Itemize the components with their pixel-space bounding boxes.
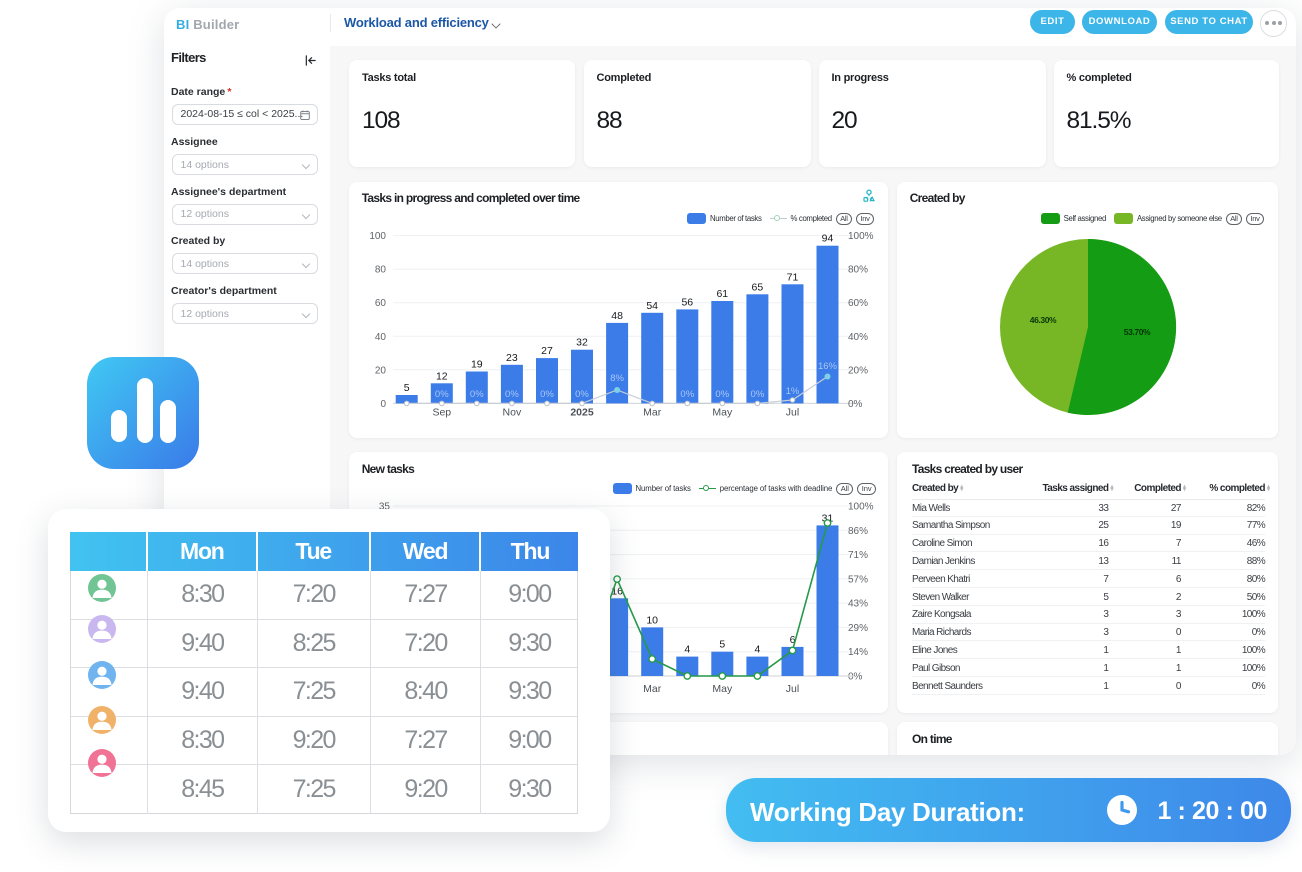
svg-text:20%: 20% <box>848 365 868 376</box>
svg-text:5: 5 <box>719 639 725 651</box>
svg-text:65: 65 <box>752 281 764 293</box>
svg-text:4: 4 <box>754 644 760 656</box>
svg-text:16: 16 <box>611 585 623 597</box>
svg-text:1%: 1% <box>786 386 800 397</box>
svg-text:10: 10 <box>646 614 658 626</box>
svg-text:100: 100 <box>369 231 386 242</box>
svg-text:0%: 0% <box>848 399 863 410</box>
svg-text:0%: 0% <box>715 389 729 400</box>
svg-text:80%: 80% <box>848 265 868 276</box>
svg-text:94: 94 <box>822 233 834 245</box>
svg-text:0%: 0% <box>505 389 519 400</box>
svg-text:23: 23 <box>506 352 518 364</box>
svg-text:60%: 60% <box>848 298 868 309</box>
svg-text:6: 6 <box>790 634 796 646</box>
svg-text:40%: 40% <box>848 332 868 343</box>
svg-text:Mar: Mar <box>643 407 662 419</box>
svg-text:May: May <box>712 407 733 419</box>
svg-text:86%: 86% <box>848 526 868 537</box>
svg-text:May: May <box>712 683 733 695</box>
svg-text:Sep: Sep <box>432 407 451 419</box>
svg-text:43%: 43% <box>848 599 868 610</box>
svg-text:29%: 29% <box>848 623 868 634</box>
svg-text:80: 80 <box>375 265 387 276</box>
svg-text:60: 60 <box>375 298 387 309</box>
svg-text:0%: 0% <box>751 389 765 400</box>
svg-text:0%: 0% <box>848 672 863 683</box>
svg-text:0%: 0% <box>470 389 484 400</box>
svg-text:5: 5 <box>404 382 410 394</box>
svg-text:0%: 0% <box>540 389 554 400</box>
svg-text:8%: 8% <box>610 373 624 384</box>
svg-text:Jul: Jul <box>786 407 799 419</box>
svg-text:Jul: Jul <box>786 683 799 695</box>
svg-text:12: 12 <box>436 370 448 382</box>
svg-text:0%: 0% <box>435 389 449 400</box>
svg-text:2025: 2025 <box>570 407 594 419</box>
svg-text:40: 40 <box>375 332 387 343</box>
svg-text:27: 27 <box>541 345 553 357</box>
svg-text:57%: 57% <box>848 574 868 585</box>
svg-text:35: 35 <box>379 502 391 513</box>
svg-text:4: 4 <box>684 644 690 656</box>
svg-text:53.70%: 53.70% <box>1124 327 1151 337</box>
svg-text:71%: 71% <box>848 550 868 561</box>
svg-text:31: 31 <box>822 512 834 524</box>
svg-text:Nov: Nov <box>503 407 522 419</box>
svg-text:19: 19 <box>471 359 483 371</box>
svg-text:32: 32 <box>576 337 588 349</box>
svg-text:0: 0 <box>380 399 386 410</box>
svg-text:71: 71 <box>787 271 799 283</box>
svg-text:48: 48 <box>611 310 623 322</box>
svg-text:16%: 16% <box>818 361 838 372</box>
svg-text:61: 61 <box>716 288 728 300</box>
svg-text:100%: 100% <box>848 502 874 513</box>
svg-text:54: 54 <box>646 300 658 312</box>
svg-text:46.30%: 46.30% <box>1030 315 1057 325</box>
svg-text:0%: 0% <box>680 389 694 400</box>
svg-text:0%: 0% <box>575 389 589 400</box>
svg-text:100%: 100% <box>848 231 874 242</box>
svg-text:20: 20 <box>375 365 387 376</box>
svg-text:56: 56 <box>681 296 693 308</box>
svg-text:Mar: Mar <box>643 683 662 695</box>
svg-text:14%: 14% <box>848 647 868 658</box>
